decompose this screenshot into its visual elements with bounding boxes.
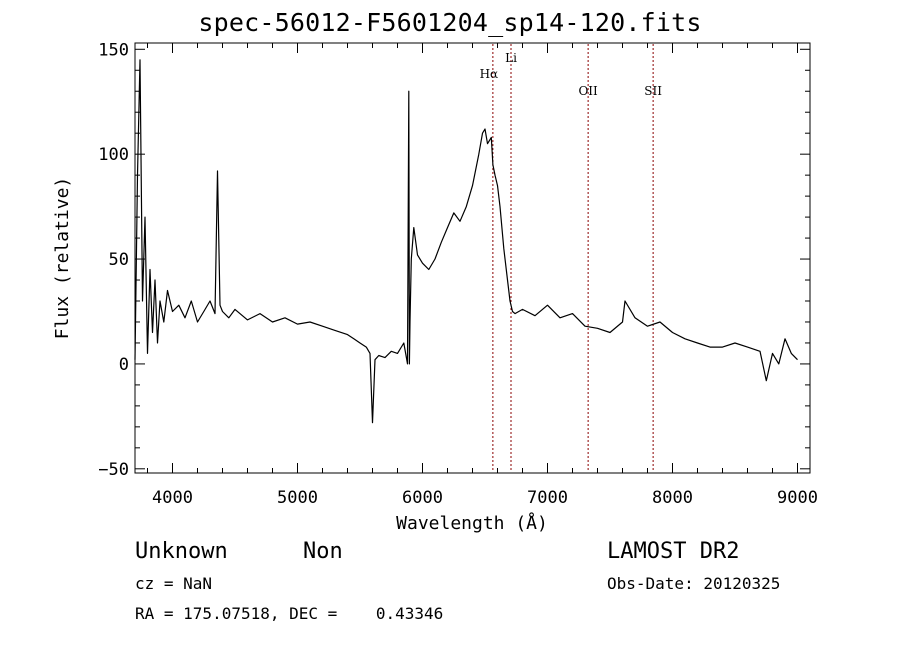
chart-title: spec-56012-F5601204_sp14-120.fits xyxy=(198,8,702,37)
x-tick-label: 7000 xyxy=(527,488,568,508)
x-tick-label: 5000 xyxy=(277,488,318,508)
axis-tick-labels: 4000 5000 6000 7000 8000 9000 −50 0 50 100 150 xyxy=(98,40,818,508)
emission-line-markers: Hα Li OII SII xyxy=(480,44,662,472)
x-tick-label: 4000 xyxy=(152,488,193,508)
axis-ticks xyxy=(135,43,810,473)
y-tick-label: 0 xyxy=(119,355,129,375)
line-label-Hα: Hα xyxy=(480,67,499,81)
y-tick-label: 100 xyxy=(98,145,129,165)
y-tick-label: −50 xyxy=(98,460,129,480)
x-tick-label: 8000 xyxy=(652,488,693,508)
object-class: Unknown xyxy=(135,539,228,564)
x-tick-label: 9000 xyxy=(777,488,818,508)
redshift-text: cz = NaN xyxy=(135,574,213,593)
spectrum-series xyxy=(134,59,798,424)
plot-frame xyxy=(134,42,811,474)
coordinates-text: RA = 175.07518, DEC = 0.43346 xyxy=(135,604,444,623)
observation-date: Obs-Date: 20120325 xyxy=(607,574,781,593)
spectrum-line-0 xyxy=(134,59,798,424)
y-tick-label: 150 xyxy=(98,40,129,60)
x-tick-label: 6000 xyxy=(402,488,443,508)
object-subclass: Non xyxy=(303,539,343,564)
line-label-Li: Li xyxy=(505,51,517,65)
line-label-SII: SII xyxy=(644,84,662,98)
x-axis-label: Wavelength (Å) xyxy=(396,512,548,534)
y-tick-label: 50 xyxy=(109,250,129,270)
y-axis-label: Flux (relative) xyxy=(52,177,73,340)
line-label-OII: OII xyxy=(578,84,598,98)
survey-name: LAMOST DR2 xyxy=(607,539,740,564)
